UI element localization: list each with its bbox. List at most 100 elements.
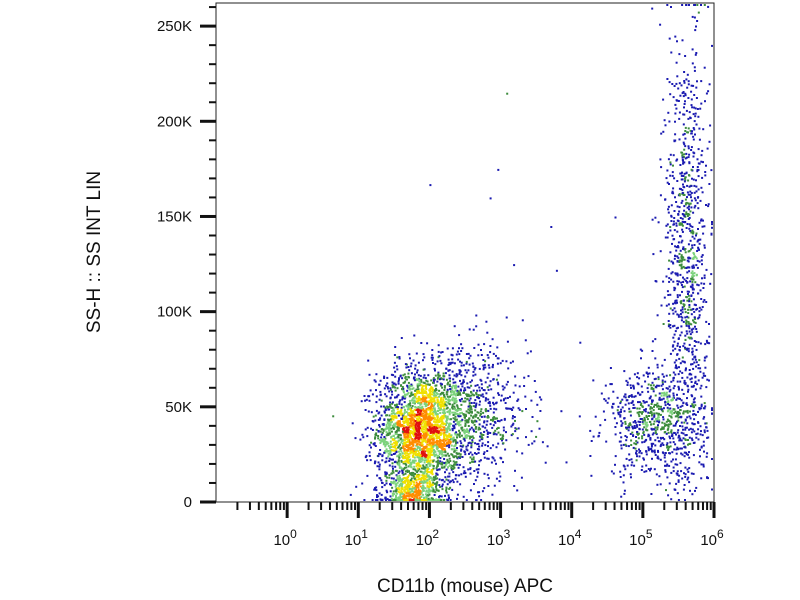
event-dot	[683, 381, 686, 384]
event-dot	[700, 160, 703, 163]
event-dot	[417, 488, 420, 491]
event-dot	[428, 450, 431, 453]
event-dot	[691, 130, 693, 133]
event-dot	[458, 347, 460, 350]
event-dot	[688, 223, 691, 226]
event-dot	[409, 481, 412, 484]
event-dot	[398, 357, 401, 360]
event-dot	[658, 398, 661, 401]
event-dot	[704, 100, 706, 103]
event-dot	[427, 393, 430, 396]
event-dot	[675, 273, 678, 276]
event-dot	[422, 481, 425, 484]
event-dot	[474, 399, 477, 402]
event-dot	[403, 397, 406, 400]
event-dot	[688, 428, 691, 431]
event-dot	[382, 440, 385, 443]
event-dot	[383, 375, 386, 378]
event-dot	[430, 424, 433, 427]
event-dot	[429, 444, 432, 447]
event-dot	[421, 388, 423, 391]
event-dot	[456, 350, 459, 353]
event-dot	[397, 428, 400, 431]
event-dot	[625, 426, 627, 429]
event-dot	[633, 425, 636, 427]
event-dot	[469, 489, 472, 492]
event-dot	[514, 430, 517, 433]
event-dot	[641, 465, 644, 468]
event-dot	[456, 389, 459, 392]
event-dot	[681, 189, 684, 192]
event-dot	[697, 421, 700, 424]
event-dot	[654, 357, 657, 360]
event-dot	[632, 384, 635, 387]
event-dot	[690, 192, 693, 194]
event-dot	[479, 400, 481, 403]
event-dot	[375, 373, 378, 376]
event-dot	[662, 418, 665, 421]
event-dot	[613, 417, 616, 420]
event-dot	[693, 120, 696, 123]
event-dot	[668, 446, 671, 448]
event-dot	[696, 196, 699, 199]
event-dot	[407, 440, 409, 443]
event-dot	[693, 430, 696, 433]
event-dot	[442, 443, 444, 446]
event-dot	[695, 185, 698, 188]
event-dot	[711, 407, 713, 410]
event-dot	[683, 103, 686, 105]
event-dot	[405, 436, 408, 438]
event-dot	[631, 431, 634, 434]
event-dot	[410, 414, 413, 417]
event-dot	[465, 353, 468, 355]
event-dot	[422, 353, 425, 356]
event-dot	[457, 415, 460, 418]
event-dot	[590, 440, 593, 442]
event-dot	[456, 394, 459, 396]
event-dot	[687, 213, 690, 215]
event-dot	[690, 84, 693, 87]
event-dot	[679, 235, 681, 238]
event-dot	[468, 357, 471, 360]
event-dot	[493, 407, 496, 410]
event-dot	[459, 400, 462, 403]
event-dot	[682, 432, 685, 435]
event-dot	[694, 413, 697, 416]
event-dot	[456, 436, 458, 439]
event-dot	[391, 472, 393, 475]
event-dot	[687, 243, 690, 246]
event-dot	[659, 483, 662, 486]
event-dot	[637, 413, 640, 416]
event-dot	[651, 418, 654, 421]
event-dot	[683, 113, 686, 116]
event-dot	[686, 73, 689, 76]
event-dot	[696, 250, 699, 252]
event-dot	[433, 392, 436, 395]
event-dot	[378, 424, 381, 426]
event-dot	[392, 477, 395, 480]
event-dot	[450, 464, 453, 467]
event-dot	[451, 354, 454, 357]
event-dot	[394, 386, 397, 389]
event-dot	[458, 334, 461, 337]
event-dot	[676, 420, 678, 423]
event-dot	[671, 171, 674, 174]
event-dot	[389, 449, 392, 452]
event-dot	[381, 459, 384, 462]
event-dot	[416, 390, 419, 393]
event-dot	[444, 443, 447, 446]
event-dot	[398, 439, 400, 442]
event-dot	[706, 436, 709, 439]
event-dot	[443, 385, 446, 388]
event-dot	[423, 471, 426, 474]
event-dot	[700, 4, 702, 6]
event-dot	[403, 467, 406, 470]
event-dot	[394, 404, 396, 407]
event-dot	[389, 495, 392, 498]
event-dot	[443, 435, 446, 437]
event-dot	[416, 383, 419, 386]
event-dot	[667, 323, 670, 326]
event-dot	[393, 424, 396, 427]
event-dot	[456, 463, 459, 466]
